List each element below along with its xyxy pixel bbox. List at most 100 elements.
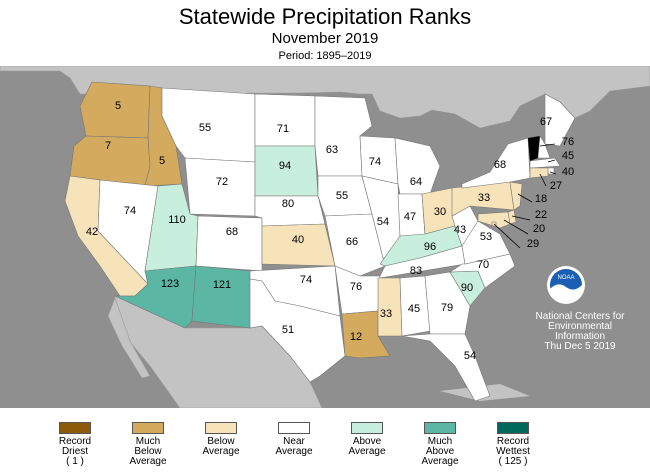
rank-nh: 76 bbox=[562, 136, 574, 148]
state-tx bbox=[249, 278, 346, 383]
rank-wa: 5 bbox=[115, 100, 121, 112]
rank-ky: 96 bbox=[424, 241, 436, 253]
rank-nm: 121 bbox=[213, 279, 231, 291]
state-nj bbox=[509, 181, 523, 211]
legend-swatch bbox=[59, 422, 91, 434]
legend-label: Near bbox=[283, 436, 305, 447]
credit-line-2: Environmental bbox=[548, 321, 612, 332]
rank-il: 54 bbox=[377, 216, 389, 228]
legend-swatch bbox=[132, 422, 164, 434]
rank-mi: 64 bbox=[410, 176, 422, 188]
rank-ct: 27 bbox=[550, 180, 562, 192]
legend-item: Much Above Average bbox=[400, 422, 480, 467]
map-subtitle: November 2019 bbox=[271, 30, 379, 47]
leader-ct bbox=[539, 173, 547, 187]
legend-label: Average bbox=[348, 446, 386, 457]
leader-dc bbox=[493, 223, 521, 249]
legend: Record Driest( 1 ) Much Below Average Below Av… bbox=[0, 422, 650, 475]
rank-sc: 90 bbox=[461, 282, 473, 294]
state-co bbox=[195, 215, 263, 272]
rank-ms: 33 bbox=[380, 308, 392, 320]
leader-lines bbox=[493, 143, 557, 249]
legend-swatch bbox=[205, 422, 237, 434]
state-mo bbox=[324, 213, 386, 277]
credit-line-1: National Centers for bbox=[535, 311, 625, 322]
state-fl bbox=[401, 333, 491, 402]
state-nh bbox=[537, 135, 551, 159]
rank-oh: 30 bbox=[434, 206, 446, 218]
legend-label: Much bbox=[427, 436, 453, 447]
rank-mt: 55 bbox=[199, 122, 211, 134]
rank-fl: 54 bbox=[464, 350, 476, 362]
state-ms bbox=[377, 277, 403, 337]
state-ct bbox=[529, 167, 549, 179]
rank-nv: 74 bbox=[124, 205, 136, 217]
rank-id: 5 bbox=[159, 155, 165, 167]
legend-item: Near Average bbox=[254, 422, 334, 457]
credit-line-3: Information bbox=[554, 331, 606, 342]
rank-ok: 74 bbox=[300, 274, 312, 286]
legend-item: Below Average bbox=[181, 422, 261, 457]
rank-wy: 72 bbox=[216, 176, 228, 188]
legend-label: Record bbox=[496, 436, 530, 447]
leader-md bbox=[503, 219, 529, 235]
rank-me: 67 bbox=[540, 116, 552, 128]
map-period: Period: 1895–2019 bbox=[278, 50, 372, 62]
canada-land bbox=[0, 66, 650, 129]
noaa-logo: NOAA bbox=[547, 266, 585, 304]
state-nc bbox=[448, 253, 516, 289]
rank-wi: 74 bbox=[369, 156, 381, 168]
state-ny bbox=[461, 137, 531, 189]
rank-nj: 18 bbox=[535, 193, 547, 205]
state-nm bbox=[191, 265, 251, 329]
rank-co: 68 bbox=[226, 226, 238, 238]
legend-item: Record Wettest( 125 ) bbox=[473, 422, 553, 467]
baja-land bbox=[107, 297, 151, 379]
credit-line-4: Thu Dec 5 2019 bbox=[544, 341, 616, 352]
rank-labels: 5 7 5 42 74 55 72 110 68 123 121 71 94 8… bbox=[86, 100, 574, 362]
rank-ne: 80 bbox=[282, 198, 294, 210]
legend-label: Below bbox=[207, 436, 235, 447]
legend-swatch bbox=[497, 422, 529, 434]
rank-az: 123 bbox=[161, 278, 179, 290]
state-nd bbox=[254, 93, 316, 147]
rank-va: 53 bbox=[480, 231, 492, 243]
leader-nh bbox=[539, 143, 556, 147]
rank-tn: 83 bbox=[410, 265, 422, 277]
legend-label: ( 125 ) bbox=[498, 456, 528, 467]
rank-in: 47 bbox=[404, 211, 416, 223]
rank-or: 7 bbox=[105, 140, 111, 152]
rank-ny: 68 bbox=[494, 159, 506, 171]
rank-sd: 94 bbox=[279, 160, 291, 172]
map-title: Statewide Precipitation Ranks bbox=[178, 4, 472, 29]
rank-ia: 55 bbox=[336, 190, 348, 202]
rank-ks: 40 bbox=[292, 234, 304, 246]
legend-label: ( 1 ) bbox=[66, 456, 84, 467]
state-me bbox=[544, 93, 576, 147]
legend-label: Below bbox=[134, 446, 162, 457]
rank-ga: 79 bbox=[441, 302, 453, 314]
rank-pa: 33 bbox=[478, 192, 490, 204]
legend-label: Average bbox=[421, 456, 459, 467]
rank-ar: 76 bbox=[350, 281, 362, 293]
legend-swatch bbox=[351, 422, 383, 434]
legend-label: Above bbox=[425, 446, 455, 457]
state-md bbox=[477, 211, 511, 229]
rank-md: 20 bbox=[533, 223, 545, 235]
precipitation-map: 5 7 5 42 74 55 72 110 68 123 121 71 94 8… bbox=[0, 66, 650, 408]
rank-mo: 66 bbox=[346, 236, 358, 248]
legend-item: Record Driest( 1 ) bbox=[35, 422, 115, 467]
legend-label: Average bbox=[129, 456, 167, 467]
leader-de bbox=[511, 215, 531, 221]
rank-mn: 63 bbox=[326, 144, 338, 156]
legend-item: Above Average bbox=[327, 422, 407, 457]
rank-ma: 45 bbox=[562, 150, 574, 162]
leader-ma bbox=[547, 159, 556, 163]
legend-label: Average bbox=[202, 446, 240, 457]
state-vt bbox=[528, 136, 540, 161]
legend-label: Wettest bbox=[496, 446, 530, 457]
rank-al: 45 bbox=[408, 303, 420, 315]
legend-label: Average bbox=[275, 446, 313, 457]
rank-ri: 40 bbox=[562, 166, 574, 178]
rank-la: 12 bbox=[350, 331, 362, 343]
